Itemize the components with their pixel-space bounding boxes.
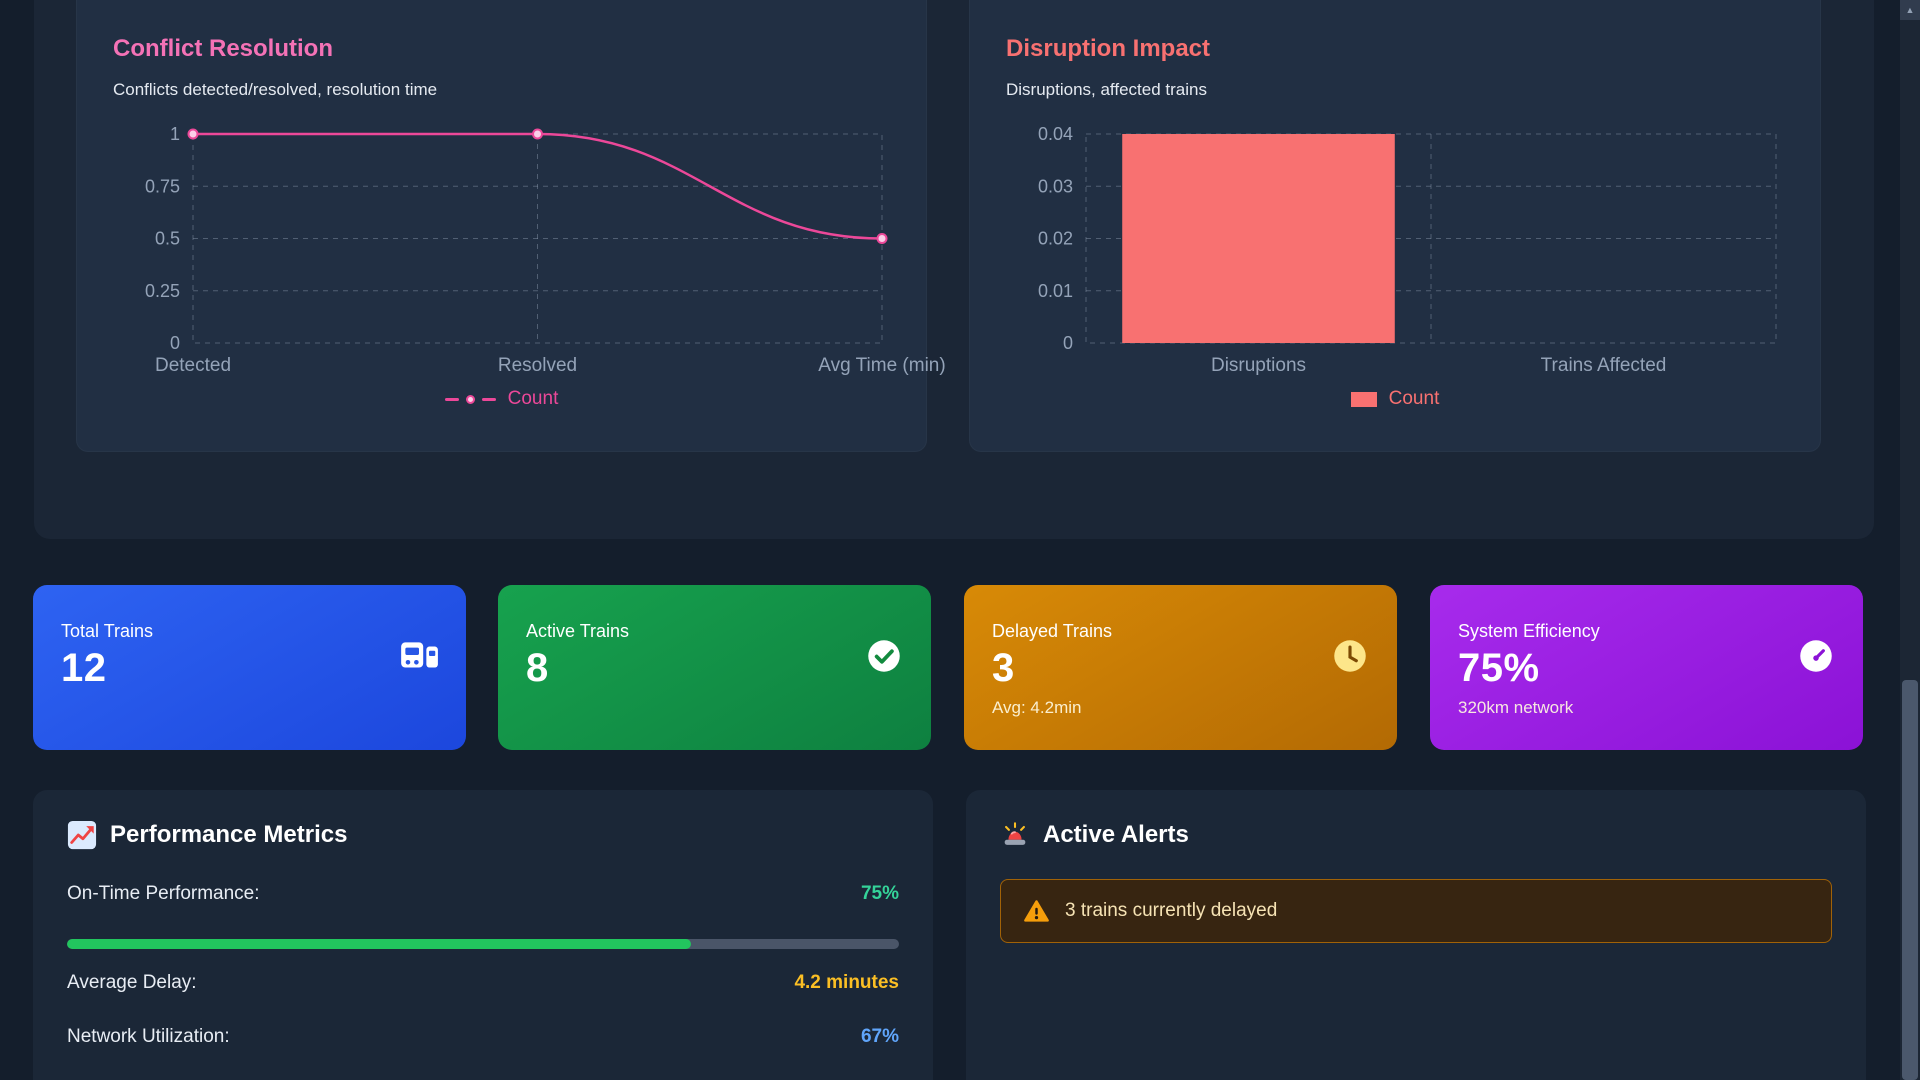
metric-value: 75% (860, 883, 899, 904)
conflict-chart: 0 0.25 0.5 0.75 1 Detected Resolved Avg Time (m… (145, 124, 946, 376)
network-utilization-row: Network Utilization: 67% (67, 1026, 899, 1048)
svg-text:0.01: 0.01 (1038, 281, 1073, 301)
legend-label: Count (1388, 388, 1440, 409)
performance-metrics-panel: Performance Metrics On-Time Performance:… (33, 790, 933, 1080)
stat-label: Active Trains (526, 621, 630, 641)
stat-value: 3 (992, 646, 1015, 690)
stat-value: 12 (61, 646, 107, 690)
stat-label: Delayed Trains (992, 621, 1113, 641)
charts-panel: Conflict Resolution Conflicts detected/r… (34, 0, 1874, 539)
on-time-progress-fill (67, 939, 691, 949)
stat-label: System Efficiency (1458, 621, 1600, 641)
disruption-chart-title: Disruption Impact (1006, 35, 1211, 62)
svg-text:Avg Time (min): Avg Time (min) (818, 355, 945, 376)
svg-text:0: 0 (170, 333, 180, 353)
svg-text:0.04: 0.04 (1038, 124, 1073, 144)
disruption-legend[interactable]: Count (1006, 387, 1784, 411)
system-efficiency-card: System Efficiency 75% 320km network (1430, 585, 1863, 750)
on-time-performance-row: On-Time Performance: 75% (67, 883, 899, 905)
svg-text:Detected: Detected (155, 355, 231, 376)
panel-title: Active Alerts (1043, 821, 1189, 848)
clock-icon (1329, 635, 1371, 677)
disruption-chart-subtitle: Disruptions, affected trains (1006, 80, 1207, 99)
svg-text:1: 1 (170, 124, 180, 144)
metric-label: Network Utilization: (67, 1026, 230, 1047)
gauge-icon (1795, 635, 1837, 677)
legend-point-icon (465, 394, 475, 404)
active-alerts-panel: Active Alerts 3 trains currently delayed (966, 790, 1866, 1080)
alerts-title-row: Active Alerts (1000, 820, 1832, 850)
chart-increasing-icon (67, 820, 97, 850)
check-circle-icon (863, 635, 905, 677)
conflict-resolution-card: Conflict Resolution Conflicts detected/r… (76, 0, 946, 452)
svg-text:Trains Affected: Trains Affected (1541, 355, 1667, 376)
legend-label: Count (507, 388, 559, 409)
warning-icon (1023, 898, 1050, 925)
conflict-chart-subtitle: Conflicts detected/resolved, resolution … (113, 80, 438, 99)
scroll-up-button[interactable]: ▲ (1900, 0, 1920, 20)
svg-text:Resolved: Resolved (498, 355, 577, 376)
svg-text:0.75: 0.75 (145, 176, 180, 196)
delayed-trains-card: Delayed Trains 3 Avg: 4.2min (964, 585, 1397, 750)
panel-title: Performance Metrics (110, 821, 348, 848)
metric-value: 67% (860, 1026, 899, 1047)
legend-line-icon (481, 397, 496, 401)
performance-title-row: Performance Metrics (67, 820, 899, 850)
active-trains-card: Active Trains 8 (498, 585, 931, 750)
stat-sub: Avg: 4.2min (992, 698, 1082, 717)
stat-value: 75% (1458, 646, 1540, 690)
legend-line-icon (444, 397, 459, 401)
disruption-impact-card: Disruption Impact Disruptions, affected … (969, 0, 1821, 452)
conflict-legend[interactable]: Count (113, 387, 890, 411)
metric-label: Average Delay: (67, 972, 197, 993)
svg-text:0.5: 0.5 (155, 229, 180, 249)
scrollbar-thumb[interactable] (1902, 680, 1918, 1080)
train-icon (398, 635, 440, 677)
svg-text:0.02: 0.02 (1038, 229, 1073, 249)
metric-label: On-Time Performance: (67, 883, 260, 904)
metric-value: 4.2 minutes (794, 972, 899, 993)
svg-text:0: 0 (1063, 333, 1073, 353)
stat-label: Total Trains (61, 621, 154, 641)
svg-text:0.03: 0.03 (1038, 176, 1073, 196)
svg-text:Disruptions: Disruptions (1211, 355, 1306, 376)
stat-sub: 320km network (1458, 698, 1574, 717)
siren-icon (1000, 820, 1030, 850)
average-delay-row: Average Delay: 4.2 minutes (67, 972, 899, 994)
on-time-progress-track (67, 939, 899, 949)
legend-swatch-icon (1350, 391, 1377, 407)
alert-item: 3 trains currently delayed (1000, 879, 1832, 943)
total-trains-card: Total Trains 12 (33, 585, 466, 750)
conflict-chart-title: Conflict Resolution (113, 35, 333, 62)
scrollbar-track[interactable]: ▲ (1900, 0, 1920, 1080)
stat-value: 8 (526, 646, 549, 690)
svg-text:0.25: 0.25 (145, 281, 180, 301)
disruption-chart: 0 0.01 0.02 0.03 0.04 Disruptions Trains Affec… (1038, 124, 1777, 376)
alert-text: 3 trains currently delayed (1065, 900, 1278, 921)
